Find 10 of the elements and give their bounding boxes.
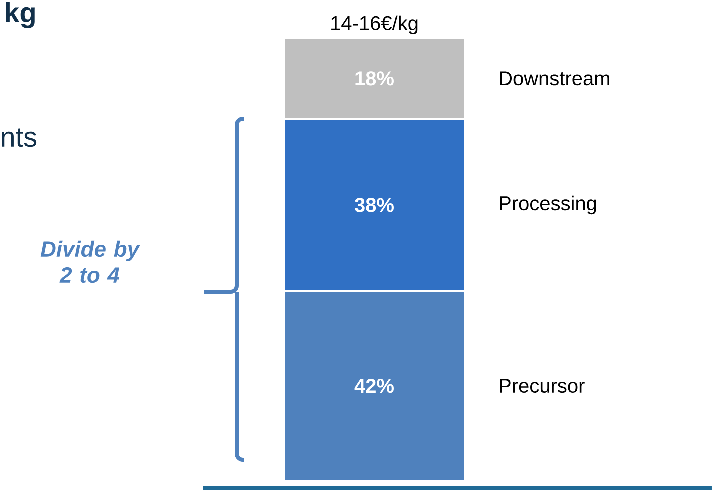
data-label: 42% (354, 379, 394, 394)
data-label: 18% (356, 72, 394, 86)
text: 14-16€/kg (332, 16, 418, 34)
text: kg (6, 2, 35, 28)
series-label: Processing (500, 196, 596, 215)
series-label: Downstream (500, 72, 610, 86)
text: nts (2, 128, 37, 148)
data-label: 38% (354, 198, 394, 212)
text: Divide by 2 to 4 (40, 240, 140, 284)
series-label: Precursor (500, 379, 585, 394)
